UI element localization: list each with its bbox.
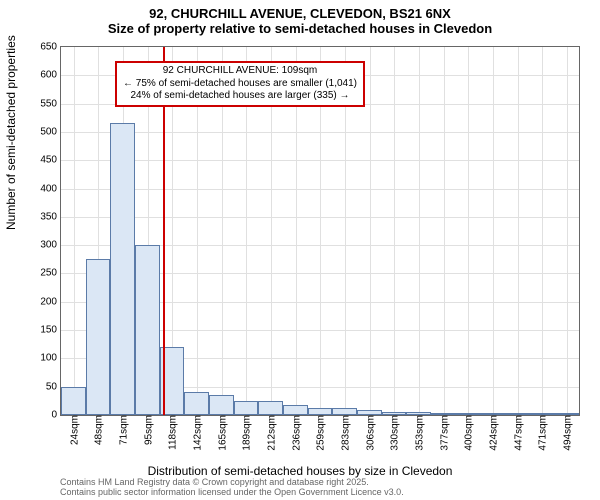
histogram-bar <box>110 123 135 415</box>
gridline-v <box>567 47 568 415</box>
xtick-label: 306sqm <box>363 415 376 451</box>
histogram-bar <box>234 401 259 415</box>
xtick-label: 95sqm <box>141 415 154 445</box>
xtick-label: 400sqm <box>462 415 475 451</box>
histogram-bar <box>61 387 86 415</box>
title-main: 92, CHURCHILL AVENUE, CLEVEDON, BS21 6NX <box>0 0 600 21</box>
xtick-label: 283sqm <box>338 415 351 451</box>
histogram-bar <box>135 245 160 415</box>
ytick-label: 450 <box>40 155 61 166</box>
xtick-label: 24sqm <box>67 415 80 445</box>
plot-area: 92 CHURCHILL AVENUE: 109sqm ← 75% of sem… <box>60 46 580 416</box>
xtick-label: 236sqm <box>289 415 302 451</box>
histogram-bar <box>209 395 234 415</box>
ytick-label: 350 <box>40 211 61 222</box>
ytick-label: 550 <box>40 98 61 109</box>
gridline-v <box>74 47 75 415</box>
y-axis-label: Number of semi-detached properties <box>4 35 18 230</box>
histogram-bar <box>308 408 333 415</box>
x-axis-label: Distribution of semi-detached houses by … <box>0 464 600 478</box>
xtick-label: 142sqm <box>190 415 203 451</box>
histogram-bar <box>258 401 283 415</box>
histogram-bar <box>184 392 209 415</box>
ytick-label: 500 <box>40 126 61 137</box>
ytick-label: 200 <box>40 296 61 307</box>
footer-attribution: Contains HM Land Registry data © Crown c… <box>60 478 404 498</box>
xtick-label: 189sqm <box>240 415 253 451</box>
ytick-label: 0 <box>51 410 61 421</box>
xtick-label: 330sqm <box>388 415 401 451</box>
xtick-label: 212sqm <box>264 415 277 451</box>
xtick-label: 71sqm <box>116 415 129 445</box>
gridline-v <box>419 47 420 415</box>
xtick-label: 494sqm <box>560 415 573 451</box>
xtick-label: 424sqm <box>486 415 499 451</box>
annot-line2: ← 75% of semi-detached houses are smalle… <box>123 78 357 91</box>
title-sub: Size of property relative to semi-detach… <box>0 21 600 38</box>
ytick-label: 250 <box>40 268 61 279</box>
ytick-label: 100 <box>40 353 61 364</box>
gridline-v <box>394 47 395 415</box>
gridline-v <box>493 47 494 415</box>
ytick-label: 400 <box>40 183 61 194</box>
gridline-v <box>370 47 371 415</box>
ytick-label: 150 <box>40 325 61 336</box>
ytick-label: 300 <box>40 240 61 251</box>
ytick-label: 650 <box>40 42 61 53</box>
footer-line2: Contains public sector information licen… <box>60 488 404 498</box>
gridline-v <box>518 47 519 415</box>
xtick-label: 447sqm <box>511 415 524 451</box>
annot-line3: 24% of semi-detached houses are larger (… <box>123 90 357 103</box>
histogram-bar <box>332 408 357 415</box>
xtick-label: 48sqm <box>92 415 105 445</box>
ytick-label: 50 <box>46 381 61 392</box>
xtick-label: 259sqm <box>314 415 327 451</box>
histogram-bar <box>283 405 308 415</box>
histogram-bar <box>86 259 111 415</box>
xtick-label: 353sqm <box>412 415 425 451</box>
xtick-label: 118sqm <box>166 415 179 450</box>
gridline-v <box>444 47 445 415</box>
ytick-label: 600 <box>40 70 61 81</box>
gridline-v <box>468 47 469 415</box>
annotation-box: 92 CHURCHILL AVENUE: 109sqm ← 75% of sem… <box>115 61 365 107</box>
xtick-label: 377sqm <box>437 415 450 451</box>
gridline-v <box>542 47 543 415</box>
xtick-label: 471sqm <box>536 415 549 451</box>
annot-line1: 92 CHURCHILL AVENUE: 109sqm <box>123 65 357 78</box>
chart-container: 92, CHURCHILL AVENUE, CLEVEDON, BS21 6NX… <box>0 0 600 500</box>
xtick-label: 165sqm <box>215 415 228 451</box>
